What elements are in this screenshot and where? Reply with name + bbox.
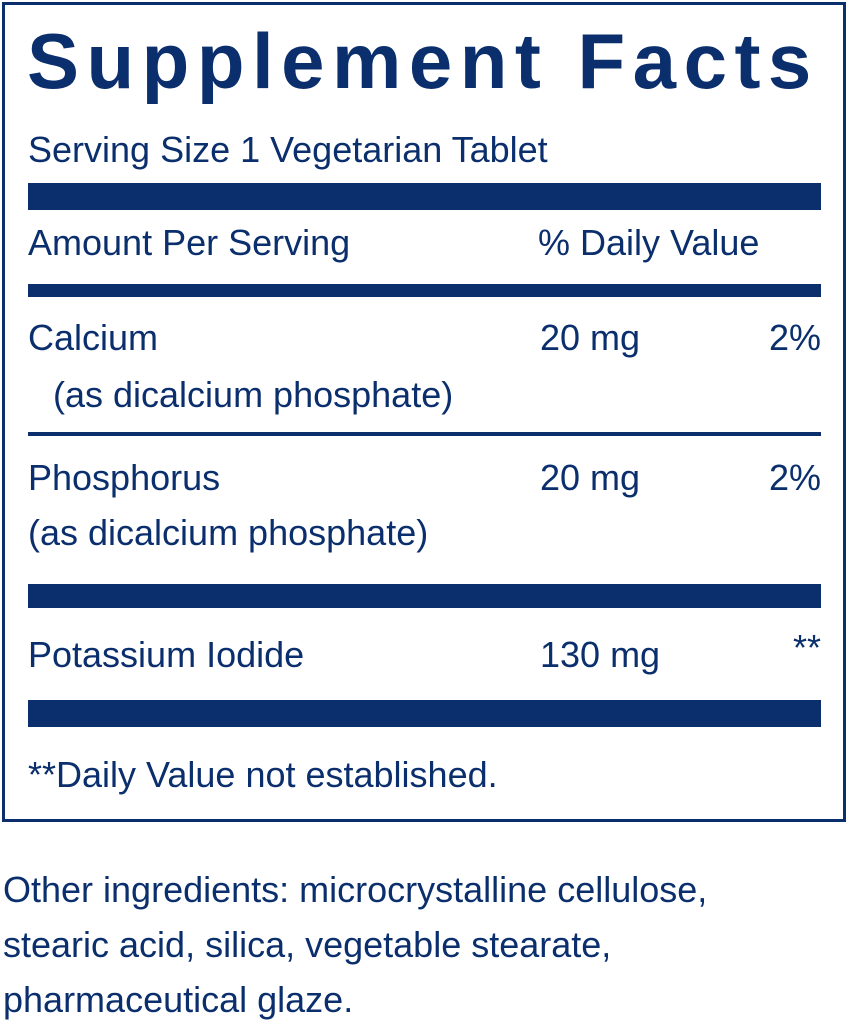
nutrient-amount: 130 mg — [540, 634, 661, 675]
daily-value-header: % Daily Value — [538, 222, 760, 263]
divider-medium — [28, 284, 821, 297]
amount-per-serving-header: Amount Per Serving — [28, 222, 351, 263]
nutrient-name: Phosphorus — [28, 457, 221, 498]
footnote: **Daily Value not established. — [28, 754, 498, 795]
divider-thick — [28, 700, 821, 727]
nutrient-amount: 20 mg — [540, 317, 641, 358]
nutrient-name: Potassium Iodide — [28, 634, 305, 675]
divider-thick — [28, 584, 821, 608]
nutrient-dv: 2% — [768, 457, 821, 498]
serving-size: Serving Size 1 Vegetarian Tablet — [28, 129, 548, 170]
nutrient-dv: 2% — [768, 317, 821, 358]
other-ingredients-line: Other ingredients: microcrystalline cell… — [3, 869, 708, 910]
nutrient-amount: 20 mg — [540, 457, 641, 498]
nutrient-name: Calcium — [28, 317, 159, 358]
nutrient-dv: ** — [792, 627, 821, 668]
other-ingredients-line: stearic acid, silica, vegetable stearate… — [3, 924, 612, 965]
nutrient-source: (as dicalcium phosphate) — [53, 374, 454, 415]
panel-title: Supplement Facts — [27, 17, 819, 105]
other-ingredients-line: pharmaceutical glaze. — [3, 979, 354, 1020]
supplement-facts-panel — [2, 2, 846, 822]
divider-thin — [28, 432, 821, 436]
nutrient-source: (as dicalcium phosphate) — [28, 512, 429, 553]
divider-thick — [28, 183, 821, 210]
